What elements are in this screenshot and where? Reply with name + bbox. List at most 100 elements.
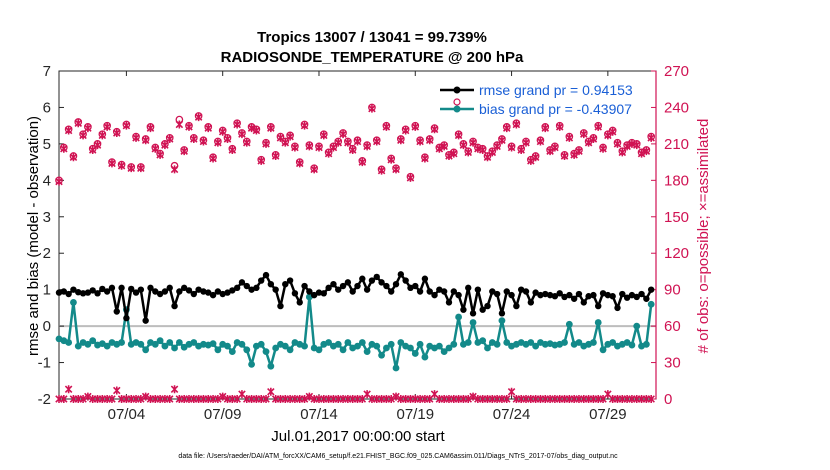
obs-assimilated-marker [555, 122, 564, 131]
bias-point [267, 362, 275, 370]
bias-point [257, 340, 265, 348]
rmse-point [599, 290, 607, 297]
rmse-point [628, 291, 636, 299]
obs-assimilated-marker [536, 137, 545, 146]
bias-point [224, 342, 231, 350]
obs-low-marker [387, 395, 395, 403]
obs-possible-marker [64, 125, 73, 134]
rmse-point [94, 290, 101, 297]
obs-assimilated-marker [507, 143, 516, 152]
obs-assimilated-marker [204, 124, 213, 133]
obs-assimilated-marker [430, 125, 439, 134]
obs-possible-marker [406, 172, 415, 181]
obs-assimilated-marker [238, 130, 246, 139]
obs-assimilated-marker [194, 113, 203, 122]
obs-assimilated-marker [647, 133, 655, 142]
bias-point [575, 339, 583, 346]
obs-possible-marker [498, 135, 506, 143]
obs-low-marker [392, 392, 400, 401]
rmse-point [638, 290, 645, 298]
obs-assimilated-marker-stroke [358, 158, 367, 167]
obs-possible-marker [526, 155, 535, 164]
obs-possible-marker [319, 130, 328, 139]
obs-assimilated-marker-stroke [580, 130, 588, 139]
obs-assimilated-marker-stroke [555, 122, 564, 131]
rmse-point [633, 293, 640, 301]
obs-assimilated-marker-stroke [267, 124, 275, 133]
obs-assimilated-marker-stroke [141, 136, 150, 145]
rmse-point [484, 302, 491, 310]
bias-point [137, 340, 145, 348]
obs-assimilated-marker-stroke [368, 104, 376, 113]
obs-assimilated-marker-stroke [194, 113, 203, 122]
obs-low-marker [507, 387, 516, 396]
obs-assimilated-marker-stroke [618, 148, 627, 157]
y-axis-left-label: rmse and bias (model - observation) [25, 116, 42, 356]
obs-possible-marker [300, 120, 309, 129]
obs-low-marker [60, 395, 68, 403]
obs-assimilated-marker-stroke [74, 119, 83, 128]
y-left-tick-label: 3 [43, 209, 51, 226]
obs-possible-marker [604, 130, 612, 139]
rmse-point [469, 310, 477, 317]
obs-possible-marker [218, 126, 227, 135]
obs-assimilated-marker [363, 142, 371, 151]
rmse-point [532, 289, 539, 296]
obs-possible-marker [522, 137, 530, 146]
rmse-point [103, 288, 111, 295]
bias-point [315, 346, 323, 354]
obs-assimilated-marker [180, 147, 188, 156]
obs-possible-marker [425, 135, 434, 143]
obs-assimilated-marker [580, 130, 588, 139]
obs-possible-marker [339, 129, 347, 137]
obs-possible-marker [560, 150, 569, 159]
obs-assimilated-marker-stroke [190, 135, 198, 144]
obs-low-marker [502, 395, 511, 403]
obs-assimilated-marker-stroke [464, 148, 472, 157]
obs-low-marker [84, 392, 92, 401]
rmse-point [479, 306, 486, 313]
bias-point [484, 344, 491, 352]
obs-assimilated-marker [257, 156, 265, 165]
bias-point [561, 339, 568, 346]
obs-assimilated-marker [228, 145, 237, 154]
rmse-point [320, 290, 327, 297]
bias-point [628, 341, 636, 349]
rmse-point [84, 289, 92, 296]
obs-assimilated-marker [243, 138, 251, 147]
obs-possible-marker [55, 176, 63, 185]
obs-assimilated-marker [594, 122, 602, 131]
rmse-point [575, 290, 583, 298]
bias-point [171, 344, 178, 352]
obs-assimilated-marker [113, 128, 121, 137]
rmse-point [595, 302, 602, 310]
rmse-point [623, 294, 631, 301]
y-right-tick-label: 210 [664, 136, 689, 153]
x-tick-label: 07/14 [300, 406, 338, 423]
obs-possible-marker [214, 137, 222, 146]
bias-point [74, 342, 82, 350]
obs-possible-marker [493, 141, 501, 149]
obs-possible-marker [315, 142, 323, 151]
rmse-point [421, 275, 429, 282]
rmse-point [267, 281, 275, 288]
bias-point [166, 339, 174, 346]
rmse-point [465, 284, 472, 292]
rmse-point [315, 289, 323, 296]
y-right-tick-label: 30 [664, 355, 681, 372]
obs-possible-marker [295, 158, 304, 166]
obs-assimilated-marker-stroke [594, 122, 602, 131]
bias-point [493, 340, 501, 348]
obs-assimilated-marker-stroke [363, 142, 371, 151]
obs-assimilated-marker [401, 126, 410, 135]
obs-possible-marker [127, 163, 136, 171]
rmse-point [614, 304, 621, 312]
obs-possible-marker [632, 140, 641, 148]
obs-possible-marker [363, 141, 371, 149]
rmse-point [619, 290, 626, 298]
bias-point [344, 339, 352, 346]
obs-assimilated-marker-stroke [392, 165, 400, 174]
obs-assimilated-marker [161, 141, 169, 150]
y-right-tick-label: 120 [664, 245, 689, 262]
rmse-point [171, 302, 178, 310]
